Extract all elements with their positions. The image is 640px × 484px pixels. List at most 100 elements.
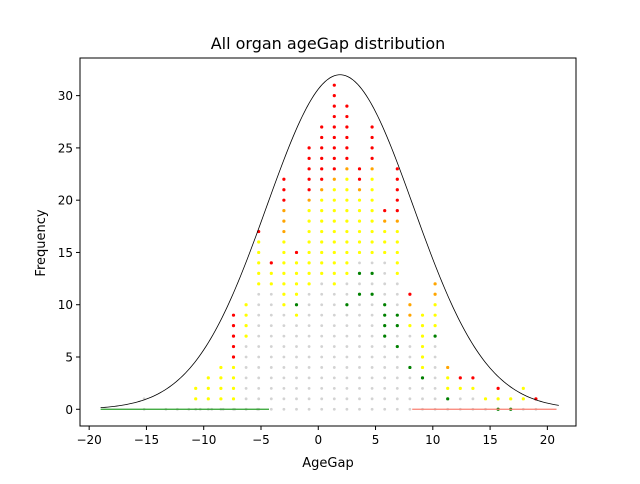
data-point-gray — [332, 386, 336, 390]
data-point-yellow — [395, 261, 399, 265]
data-point-gray — [383, 261, 387, 265]
data-point-yellow — [206, 386, 210, 390]
data-point-yellow — [509, 397, 513, 401]
data-point-gray — [320, 334, 324, 338]
data-point-yellow — [357, 229, 362, 234]
data-point-yellow — [307, 240, 311, 244]
data-point-red — [307, 156, 311, 160]
data-point-gray — [370, 261, 374, 265]
data-point-gray — [282, 324, 286, 328]
y-tick-label: 20 — [58, 194, 73, 208]
data-point-red — [307, 177, 311, 181]
data-point-gray — [383, 376, 387, 380]
data-point-gray — [395, 303, 399, 307]
data-point-yellow — [257, 282, 261, 286]
data-point-gray — [244, 345, 248, 348]
data-point-gray — [282, 345, 286, 348]
data-point-gray — [345, 324, 349, 328]
data-point-gray — [257, 303, 261, 307]
data-point-gray — [370, 366, 374, 369]
data-point-gray — [307, 324, 311, 328]
data-point-gray — [244, 366, 248, 369]
data-point-gray — [257, 292, 261, 296]
data-point-red — [345, 125, 349, 129]
data-point-gray — [421, 397, 424, 401]
data-point-gray — [433, 376, 437, 380]
data-point-yellow — [257, 240, 261, 244]
y-tick-label: 0 — [65, 403, 73, 417]
data-point-red — [320, 146, 324, 150]
data-point-gray — [282, 334, 286, 338]
data-point-gray — [282, 397, 286, 401]
data-point-yellow — [446, 376, 450, 380]
data-point-gray — [395, 397, 399, 401]
data-point-gray — [282, 407, 286, 411]
data-point-orange — [282, 209, 286, 213]
data-point-red — [231, 355, 236, 359]
data-point-yellow — [332, 250, 336, 255]
data-point-yellow — [408, 324, 412, 328]
data-point-gray — [320, 324, 324, 328]
data-point-gray — [282, 366, 286, 369]
data-point-yellow — [320, 250, 324, 255]
data-point-gray — [358, 324, 361, 328]
data-point-gray — [421, 386, 424, 390]
data-point-yellow — [420, 324, 425, 328]
data-point-red — [332, 146, 336, 150]
x-tick-label: −20 — [76, 433, 101, 447]
data-point-yellow — [332, 198, 336, 202]
data-point-green — [370, 271, 374, 275]
data-point-yellow — [307, 282, 311, 286]
data-point-yellow — [294, 292, 299, 296]
data-point-gray — [307, 366, 311, 369]
data-point-red — [282, 198, 286, 202]
data-point-yellow — [395, 240, 399, 244]
data-point-gray — [269, 355, 273, 359]
x-tick-label: −15 — [134, 433, 159, 447]
data-point-gray — [358, 366, 361, 369]
data-point-gray — [332, 345, 336, 348]
data-point-gray — [244, 386, 248, 390]
data-point-yellow — [282, 303, 286, 307]
data-point-yellow — [219, 365, 223, 370]
data-point-yellow — [332, 209, 336, 213]
data-point-yellow — [433, 303, 437, 307]
data-point-gray — [358, 303, 361, 307]
data-point-gray — [295, 407, 298, 411]
data-point-yellow — [320, 198, 324, 202]
y-axis-label: Frequency — [34, 209, 49, 276]
data-point-orange — [408, 303, 412, 307]
data-point-gray — [370, 397, 374, 401]
data-point-gray — [320, 386, 324, 390]
data-point-red — [332, 125, 336, 129]
data-point-gray — [358, 376, 361, 380]
data-point-gray — [320, 366, 324, 369]
data-point-gray — [358, 345, 361, 348]
data-point-gray — [370, 386, 374, 390]
data-point-yellow — [231, 386, 236, 390]
x-tick-label: 10 — [425, 433, 440, 447]
data-point-gray — [269, 397, 273, 401]
data-point-gray — [269, 313, 273, 317]
data-point-gray — [408, 334, 412, 338]
data-point-yellow — [282, 282, 286, 286]
data-point-yellow — [357, 250, 362, 255]
data-point-red — [320, 177, 324, 181]
data-point-gray — [320, 282, 324, 286]
data-point-yellow — [345, 271, 349, 275]
data-point-red — [345, 156, 349, 160]
data-point-yellow — [231, 376, 236, 380]
data-point-yellow — [294, 282, 299, 286]
data-point-gray — [244, 355, 248, 359]
data-point-red — [332, 135, 336, 140]
data-point-gray — [295, 376, 298, 380]
data-point-gray — [383, 345, 387, 348]
data-point-gray — [345, 313, 349, 317]
data-point-gray — [244, 376, 248, 380]
data-point-red — [357, 177, 362, 181]
data-point-gray — [358, 334, 361, 338]
data-point-yellow — [282, 250, 286, 255]
data-point-yellow — [446, 386, 450, 390]
data-point-green — [395, 313, 399, 317]
